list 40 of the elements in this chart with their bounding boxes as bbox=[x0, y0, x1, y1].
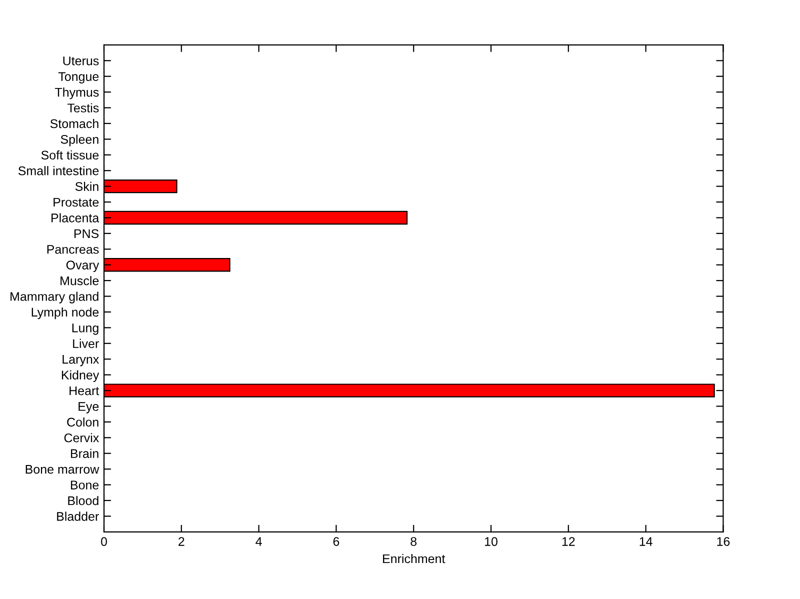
y-tick-label: Prostate bbox=[54, 198, 99, 207]
y-tick-label: Pancreas bbox=[47, 245, 99, 254]
y-tick-label: Skin bbox=[75, 182, 98, 191]
y-tick-label: Spleen bbox=[60, 134, 98, 146]
x-tick-label: 4 bbox=[256, 537, 262, 546]
y-tick-label: Placenta bbox=[52, 213, 100, 222]
y-tick-label: Brain bbox=[70, 448, 98, 458]
y-tick-label: Stomach bbox=[50, 118, 98, 128]
y-tick-label: Muscle bbox=[60, 276, 99, 286]
y-tick-label: Uterus bbox=[63, 56, 99, 66]
y-tick-label: Bone bbox=[70, 480, 99, 490]
y-tick-label: Mammary gland bbox=[10, 292, 98, 304]
y-tick-label: Kidney bbox=[62, 370, 100, 382]
y-tick-label: Colon bbox=[67, 417, 98, 427]
x-tick-label: 2 bbox=[178, 537, 184, 546]
y-tick-label: Testis bbox=[67, 103, 99, 112]
y-tick-label: Bone marrow bbox=[26, 465, 100, 474]
x-tick-label: 0 bbox=[101, 537, 107, 546]
y-tick-label: Tongue bbox=[58, 72, 99, 84]
y-tick-label: Liver bbox=[73, 338, 99, 348]
y-tick-label: Ovary bbox=[66, 260, 100, 272]
y-tick-label: Heart bbox=[70, 386, 100, 396]
x-tick-label: 10 bbox=[485, 537, 498, 546]
y-tick-label: Eye bbox=[78, 402, 99, 414]
y-tick-label: Lung bbox=[72, 324, 98, 335]
y-tick-label: Bladder bbox=[57, 512, 99, 521]
x-tick-label: 12 bbox=[562, 537, 575, 546]
y-tick-label: Cervix bbox=[64, 433, 100, 442]
y-tick-label: Blood bbox=[68, 496, 98, 506]
y-tick-label: Soft tissue bbox=[41, 150, 99, 160]
x-tick-label: 8 bbox=[410, 537, 417, 546]
x-tick-label: 14 bbox=[640, 537, 652, 546]
y-tick-label: Lymph node bbox=[32, 307, 99, 320]
x-axis-title: Enrichment bbox=[383, 554, 446, 564]
y-tick-label: PNS bbox=[74, 229, 99, 238]
x-tick-label: 6 bbox=[333, 537, 340, 546]
x-tick-label: 16 bbox=[717, 537, 730, 546]
y-tick-label: Thymus bbox=[54, 88, 99, 100]
y-tick-label: Small intestine bbox=[18, 166, 99, 176]
y-tick-label: Larynx bbox=[62, 355, 100, 366]
